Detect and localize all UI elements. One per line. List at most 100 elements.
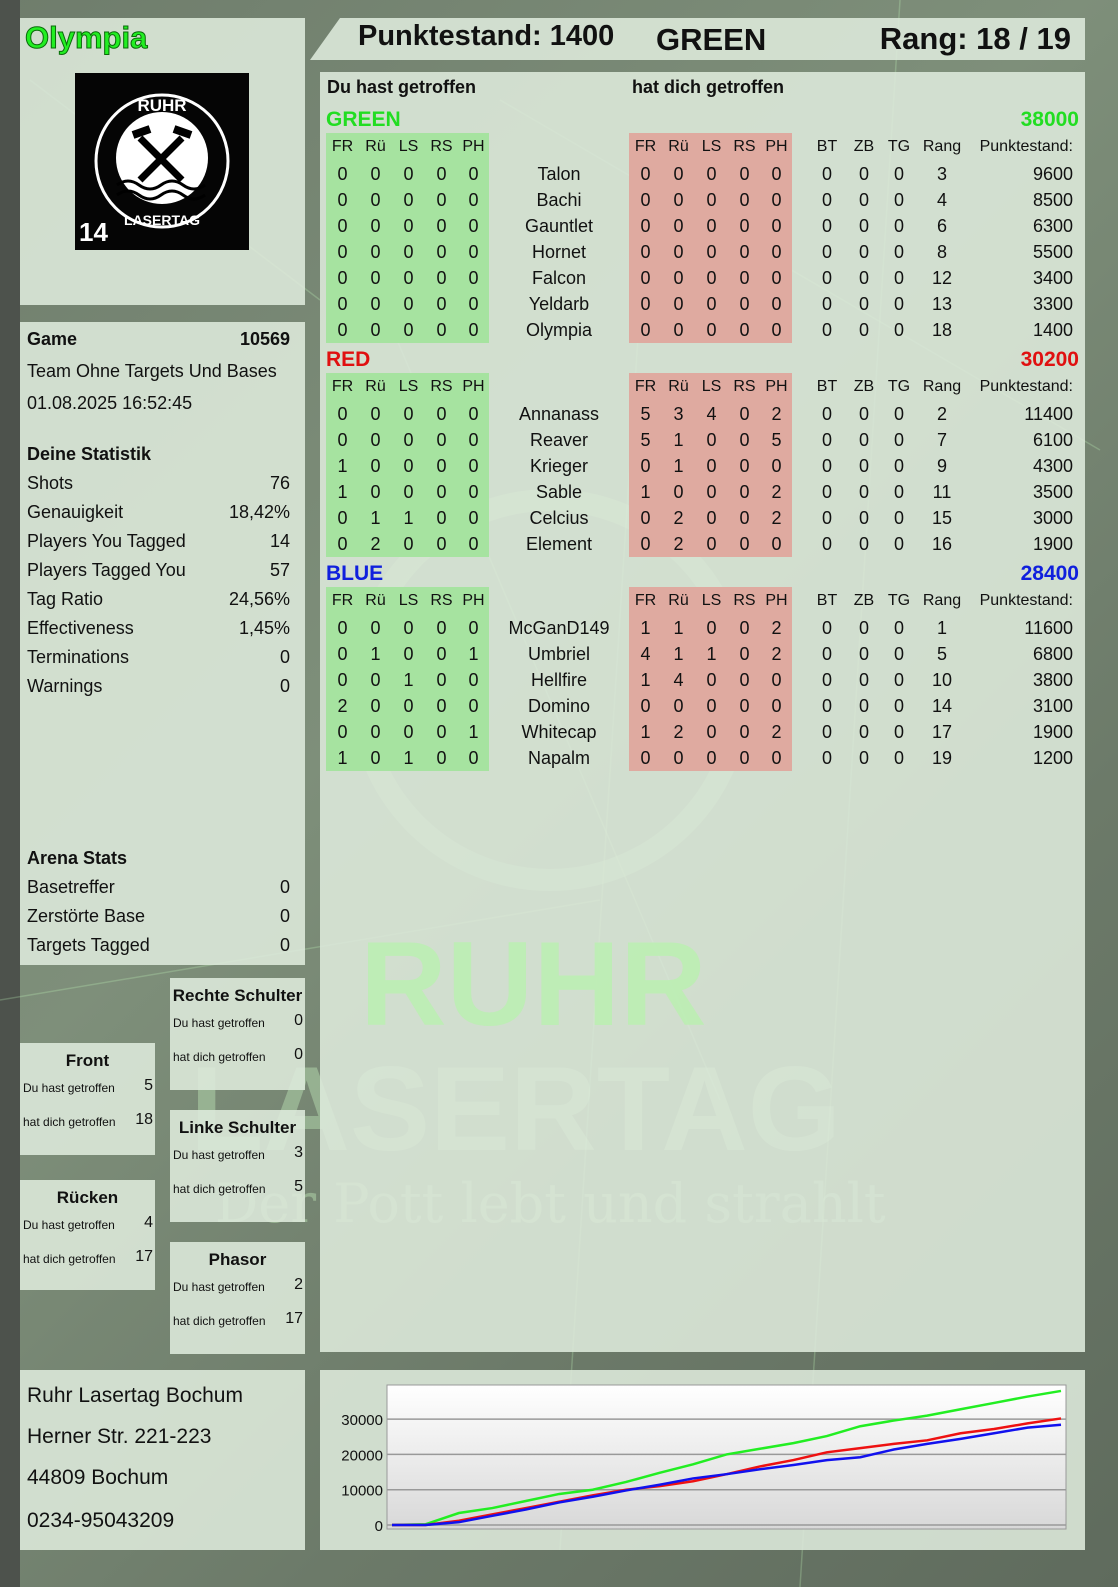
hit-you-cell: 0 (662, 745, 695, 771)
column-header: Rang (922, 592, 962, 609)
you-hit-cell: 0 (425, 667, 458, 693)
hitbox-rücken: Rücken Du hast getroffen 4 hat dich getroff… (20, 1180, 155, 1290)
header-score: Punktestand: 1400 (358, 20, 615, 52)
points-cell: 6100 (1032, 429, 1073, 450)
hit-you-cell: 0 (761, 453, 792, 479)
hit-you-cell: 0 (695, 265, 728, 291)
rang-cell: 7 (936, 429, 947, 450)
tg-cell: 0 (893, 643, 904, 664)
points-cell: 1900 (1032, 533, 1073, 554)
team-header-blue: BLUE 28400 (320, 561, 1085, 587)
player-row: 0 0 0 0 0 Bachi 0 0 0 0 0 0 0 0 4 8500 (320, 187, 1085, 213)
you-hit-cell: 0 (425, 531, 458, 557)
column-header: Punktestand: (979, 138, 1073, 155)
points-cell: 6300 (1032, 215, 1073, 236)
you-hit-cell: 0 (359, 427, 392, 453)
points-cell: 11600 (1024, 617, 1073, 638)
hit-you-cell: 0 (728, 453, 761, 479)
y-tick-label: 20000 (341, 1447, 383, 1464)
hit-you-cell: 0 (695, 505, 728, 531)
hit-you-cell: 0 (662, 265, 695, 291)
series-line-0 (391, 1389, 1062, 1527)
player-name-cell: Bachi (536, 189, 582, 210)
bt-cell: 0 (821, 481, 832, 502)
hit-you-cell: 0 (728, 667, 761, 693)
bt-cell: 0 (821, 455, 832, 476)
hit-you-cell: 5 (761, 427, 792, 453)
hitbox-them-label: hat dich getroffen (23, 1252, 116, 1266)
rang-cell: 1 (936, 617, 947, 638)
hitbox-them-label: hat dich getroffen (173, 1050, 266, 1064)
hit-you-cell: 0 (695, 291, 728, 317)
hit-you-cell: 0 (695, 531, 728, 557)
column-header: RS (728, 133, 761, 161)
column-header: PH (458, 373, 489, 401)
you-hit-cell: 0 (326, 531, 359, 557)
you-hit-cell: 1 (392, 745, 425, 771)
zb-cell: 0 (858, 429, 869, 450)
stat-row: Warnings 0 (27, 676, 290, 697)
zb-cell: 0 (858, 189, 869, 210)
rang-cell: 2 (936, 403, 947, 424)
player-name-cell: Falcon (531, 267, 587, 288)
svg-text:LASERTAG: LASERTAG (124, 212, 200, 228)
stat-value: 76 (269, 473, 290, 493)
hitbox-you-label: Du hast getroffen (23, 1081, 115, 1095)
you-hit-cell: 0 (425, 505, 458, 531)
you-hit-cell: 0 (425, 187, 458, 213)
bt-cell: 0 (821, 429, 832, 450)
points-cell: 3300 (1032, 293, 1073, 314)
game-mode: Team Ohne Targets Und Bases (27, 361, 277, 381)
hit-you-cell: 0 (728, 239, 761, 265)
you-hit-cell: 1 (458, 719, 489, 745)
you-hit-cell: 0 (458, 187, 489, 213)
tg-cell: 0 (893, 293, 904, 314)
player-row: 0 1 1 0 0 Celcius 0 2 0 0 2 0 0 0 15 3000 (320, 505, 1085, 531)
you-hit-cell: 0 (392, 479, 425, 505)
column-header: LS (695, 373, 728, 401)
you-hit-cell: 0 (326, 719, 359, 745)
rang-cell: 13 (931, 293, 953, 314)
player-name-cell: Whitecap (521, 721, 597, 742)
club-logo: RUHR LASERTAG 14 (75, 73, 249, 250)
you-hit-cell: 0 (392, 453, 425, 479)
zb-cell: 0 (858, 533, 869, 554)
hitbox-them-label: hat dich getroffen (23, 1115, 116, 1129)
stat-row: Tag Ratio 24,56% (27, 589, 290, 610)
hit-you-cell: 0 (629, 291, 662, 317)
stat-value: 14 (269, 531, 290, 551)
you-hit-cell: 0 (392, 615, 425, 641)
player-name-cell: Napalm (527, 747, 591, 768)
player-row: 0 0 1 0 0 Hellfire 1 4 0 0 0 0 0 0 10 3800 (320, 667, 1085, 693)
points-cell: 3400 (1032, 267, 1073, 288)
you-hit-cell: 0 (458, 239, 489, 265)
column-header: Rü (359, 133, 392, 161)
hitbox-title: Front (65, 1051, 110, 1070)
stat-label: Terminations (27, 647, 130, 667)
arena-row: Targets Tagged 0 (27, 935, 290, 956)
hit-you-cell: 0 (629, 453, 662, 479)
team-score: 28400 (1020, 562, 1079, 585)
you-hit-cell: 0 (359, 317, 392, 343)
hit-you-cell: 4 (695, 401, 728, 427)
hitbox-phasor: Phasor Du hast getroffen 2 hat dich getroff… (170, 1242, 305, 1354)
you-hit-cell: 0 (425, 615, 458, 641)
hit-you-cell: 0 (728, 531, 761, 557)
zb-cell: 0 (858, 481, 869, 502)
zb-cell: 0 (858, 669, 869, 690)
column-header: FR (629, 587, 662, 615)
game-id: 10569 (239, 329, 290, 349)
rang-cell: 12 (931, 267, 953, 288)
you-hit-cell: 0 (359, 667, 392, 693)
you-hit-cell: 1 (392, 667, 425, 693)
stat-label: Tag Ratio (27, 589, 104, 609)
hit-you-cell: 0 (728, 641, 761, 667)
you-hit-cell: 0 (425, 427, 458, 453)
stat-row: Shots 76 (27, 473, 290, 494)
hit-you-cell: 0 (629, 239, 662, 265)
player-name-cell: Hellfire (530, 669, 587, 690)
hit-you-cell: 0 (761, 291, 792, 317)
hitbox-you-value: 3 (294, 1144, 303, 1161)
you-hit-cell: 0 (359, 265, 392, 291)
hit-you-cell: 0 (728, 213, 761, 239)
